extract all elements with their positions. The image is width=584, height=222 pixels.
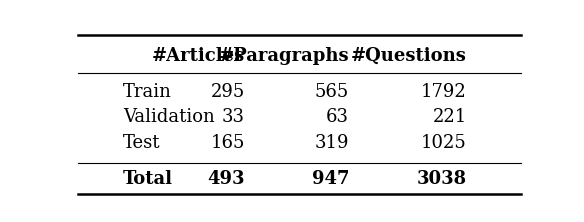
Text: #Questions: #Questions	[351, 47, 467, 65]
Text: 1025: 1025	[421, 134, 467, 152]
Text: 295: 295	[211, 83, 245, 101]
Text: #Articles: #Articles	[152, 47, 245, 65]
Text: 221: 221	[433, 108, 467, 126]
Text: 947: 947	[312, 170, 349, 188]
Text: Test: Test	[123, 134, 160, 152]
Text: #Paragraphs: #Paragraphs	[218, 47, 349, 65]
Text: 493: 493	[207, 170, 245, 188]
Text: 1792: 1792	[421, 83, 467, 101]
Text: 565: 565	[315, 83, 349, 101]
Text: 33: 33	[222, 108, 245, 126]
Text: Train: Train	[123, 83, 172, 101]
Text: Validation: Validation	[123, 108, 214, 126]
Text: 319: 319	[315, 134, 349, 152]
Text: 165: 165	[211, 134, 245, 152]
Text: 3038: 3038	[416, 170, 467, 188]
Text: 63: 63	[326, 108, 349, 126]
Text: Total: Total	[123, 170, 173, 188]
